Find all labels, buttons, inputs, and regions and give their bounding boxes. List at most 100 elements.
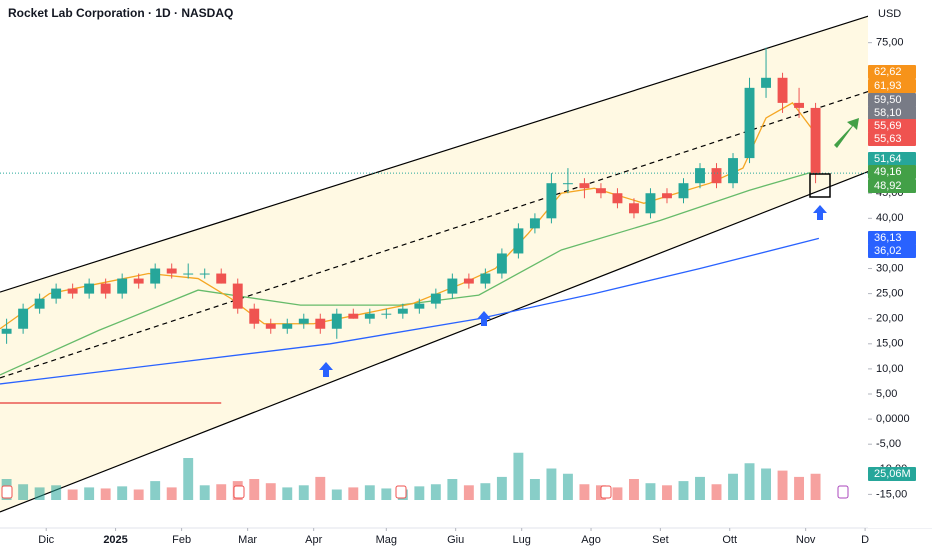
candle-body — [513, 228, 524, 254]
x-tick-label: D — [861, 534, 869, 546]
candle-body — [51, 288, 62, 299]
y-tick-label: 10,00 — [876, 363, 904, 375]
candle-body — [480, 273, 491, 284]
price-tag-label: 25,06M — [874, 468, 911, 480]
candle-body — [546, 183, 557, 219]
y-tick-label: 40,00 — [876, 212, 904, 224]
up-arrow — [477, 311, 491, 326]
price-tag-label: 59,50 — [874, 94, 902, 106]
volume-bar — [100, 488, 111, 500]
price-tag — [868, 152, 916, 166]
volume-bar — [695, 476, 705, 500]
price-tag — [868, 231, 916, 245]
volume-bar — [629, 479, 639, 500]
volume-bar — [216, 484, 227, 500]
trend-arrow — [834, 118, 859, 148]
price-tag-label: 49,16 — [874, 166, 902, 178]
candle-body — [84, 283, 95, 294]
candle-body — [282, 323, 293, 329]
volume-bar — [67, 489, 78, 500]
candle-body — [629, 203, 639, 214]
price-tag — [868, 467, 916, 481]
highlight-box — [809, 173, 831, 198]
volume-bar — [761, 468, 771, 500]
volume-bar — [265, 483, 276, 500]
annotations — [1, 118, 859, 499]
volume-bar — [777, 470, 788, 500]
volume-bar — [183, 458, 194, 500]
x-tick-label: 2025 — [103, 534, 127, 546]
volume-bar — [18, 484, 29, 500]
candle-body — [249, 308, 260, 324]
price-tag — [868, 79, 916, 93]
candle-body — [117, 278, 128, 294]
volume-bar — [513, 452, 524, 500]
price-tag-label: 51,64 — [874, 153, 902, 165]
y-tick-label: 30,00 — [876, 262, 904, 274]
volume-bar — [84, 487, 95, 500]
volume-bar — [414, 486, 425, 500]
up-arrow — [319, 362, 333, 377]
candle-body — [662, 193, 672, 199]
candle-body — [612, 193, 623, 204]
price-tag — [868, 132, 916, 146]
candle-body — [199, 273, 210, 275]
x-tick-label: Mag — [376, 534, 397, 546]
volume-bar — [579, 484, 590, 500]
candle-body — [430, 293, 441, 304]
price-tag-label: 36,13 — [874, 232, 902, 244]
candle-body — [216, 273, 227, 284]
candle-body — [67, 288, 78, 294]
x-tick-label: Apr — [305, 534, 322, 546]
candle-body — [463, 278, 474, 284]
volume-bar — [480, 483, 491, 500]
volume-bar — [662, 485, 672, 500]
x-tick-label: Ott — [722, 534, 737, 546]
candle-body — [562, 183, 573, 185]
volume-bar — [34, 487, 45, 500]
volume-bar — [728, 473, 738, 500]
volume-bar — [315, 476, 326, 500]
y-tick-label: -5,00 — [876, 438, 901, 450]
volume-bar — [364, 485, 375, 500]
candle-body — [364, 313, 375, 319]
x-tick-label: Dic — [38, 534, 54, 546]
candle-body — [695, 168, 705, 184]
volume-bar — [199, 485, 210, 500]
y-tick-label: 20,00 — [876, 313, 904, 325]
x-tick-label: Lug — [513, 534, 531, 546]
volume-bar — [51, 485, 62, 500]
candle-body — [348, 313, 359, 319]
y-tick-label: -15,00 — [876, 488, 907, 500]
volume-bar — [529, 479, 540, 500]
candle-body — [315, 318, 326, 329]
volume-bar — [133, 489, 144, 500]
y-tick-label: 25,00 — [876, 288, 904, 300]
price-tag-label: 55,69 — [874, 120, 902, 132]
x-tick-label: Ago — [581, 534, 601, 546]
volume-bar — [711, 484, 722, 500]
volume-bar — [546, 468, 557, 500]
volume-bar — [744, 463, 755, 500]
candle-body — [728, 158, 738, 184]
volume-bar — [430, 484, 441, 500]
price-tag — [868, 179, 916, 193]
price-tag-label: 62,62 — [874, 66, 902, 78]
price-tag-label: 48,92 — [874, 180, 902, 192]
candle-body — [232, 283, 243, 309]
candle-body — [1, 328, 12, 334]
candle-body — [100, 283, 111, 294]
candle-body — [381, 313, 392, 315]
volume-bar — [463, 485, 474, 500]
y-tick-label: 5,00 — [876, 388, 897, 400]
x-tick-label: Set — [652, 534, 669, 546]
price-tag — [868, 65, 916, 79]
volume-bar — [794, 476, 805, 500]
price-tag — [868, 244, 916, 258]
candle-body — [265, 323, 276, 329]
x-tick-label: Feb — [172, 534, 191, 546]
candle-body — [645, 193, 656, 214]
candle-body — [711, 168, 722, 184]
candle-body — [595, 188, 606, 194]
